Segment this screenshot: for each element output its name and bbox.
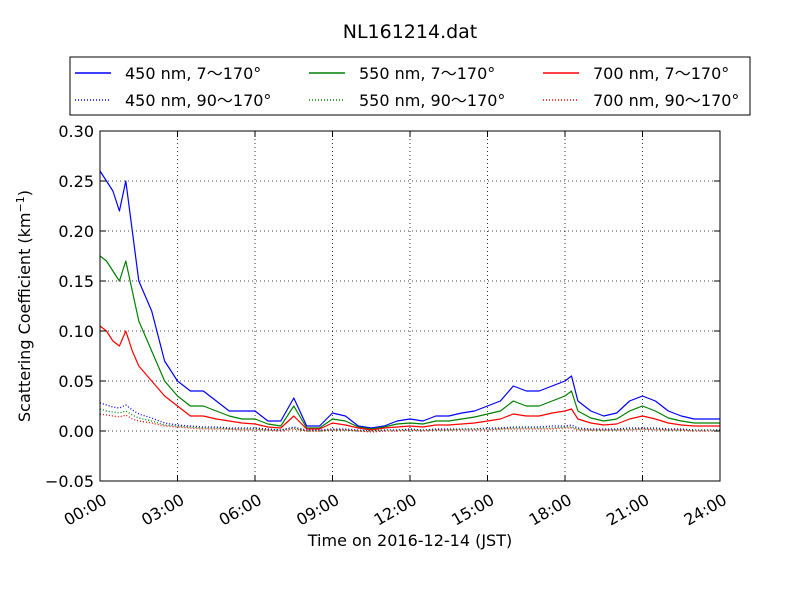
legend-label: 450 nm, 90～170° [125,91,271,110]
series-line [99,255,720,430]
series-layer [99,170,720,433]
x-tick-label: 15:00 [448,490,497,530]
y-tick-labels: −0.05 0.00 0.05 0.10 0.15 0.20 0.25 0.30 [45,122,94,491]
y-tick-label: 0.00 [58,422,94,441]
series-line [99,325,720,431]
x-tick-label: 24:00 [681,490,730,530]
x-tick-label: 21:00 [603,490,652,530]
legend-label: 550 nm, 7～170° [359,64,495,83]
series-line [99,402,720,432]
legend-label: 450 nm, 7～170° [125,64,261,83]
x-tick-label: 18:00 [526,490,575,530]
x-axis-label: Time on 2016-12-14 (JST) [307,531,512,550]
y-tick-label: 0.30 [58,122,94,141]
series-line [99,170,720,429]
x-tick-label: 00:00 [61,490,110,530]
y-axis-label-close: ) [15,190,34,196]
y-tick-label: 0.20 [58,222,94,241]
y-tick-label: 0.05 [58,372,94,391]
y-axis-label-main: Scattering Coefficient (km [15,212,34,422]
x-tick-label: 09:00 [293,490,342,530]
x-tick-label: 03:00 [138,490,187,530]
y-tick-label: 0.10 [58,322,94,341]
y-tick-label: 0.15 [58,272,94,291]
x-tick-labels: 00:00 03:00 06:00 09:00 12:00 15:00 18:00 21:00… [61,490,730,530]
legend-label: 550 nm, 90～170° [359,91,505,110]
chart-title: NL161214.dat [343,21,478,43]
x-tick-label: 06:00 [216,490,265,530]
y-axis-label-superscript: −1 [14,196,27,212]
y-tick-label: 0.25 [58,172,94,191]
legend-label: 700 nm, 7～170° [593,64,729,83]
plot-area [99,130,721,482]
legend-label: 700 nm, 90～170° [593,91,739,110]
x-tick-label: 12:00 [371,490,420,530]
y-axis-label: Scattering Coefficient (km−1) [14,190,34,422]
series-line [99,413,720,433]
y-tick-label: −0.05 [45,472,94,491]
legend-box [69,56,751,116]
legend: 450 nm, 7～170° 550 nm, 7～170° 700 nm, 7～17… [69,56,751,116]
plot-frame [99,130,721,482]
